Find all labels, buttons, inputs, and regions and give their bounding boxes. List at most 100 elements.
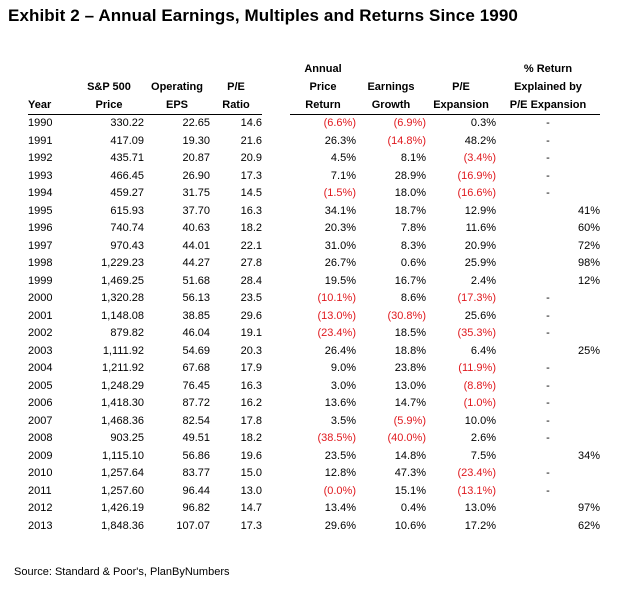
header-gap <box>262 60 290 78</box>
year-cell: 2006 <box>28 397 53 409</box>
year-cell: 2003 <box>28 344 53 357</box>
header-pct-explained: P/E Expansion <box>496 96 600 115</box>
pe-ratio-cell: 23.5 <box>240 292 262 304</box>
header-return-line1: Annual <box>304 63 342 75</box>
annual-return-cell: 13.4% <box>324 502 356 514</box>
earnings-growth-cell: (6.9%) <box>393 117 426 129</box>
gap-cell <box>262 378 290 396</box>
pct-explained-cell: 97% <box>577 502 600 514</box>
eps-cell: 107.07 <box>176 519 210 532</box>
pe-expansion-cell: (1.0%) <box>463 397 496 409</box>
earnings-growth-cell: 13.0% <box>394 379 426 392</box>
header-year-line2 <box>28 78 74 96</box>
table-row: 2001 1,148.08 38.85 29.6 (13.0%) (30.8%) 25.6%… <box>28 308 600 326</box>
header-pe-expansion: Expansion <box>426 96 496 115</box>
earnings-growth-cell: 15.1% <box>394 484 426 497</box>
eps-cell: 82.54 <box>182 414 210 427</box>
eps-cell: 96.82 <box>182 502 210 514</box>
table-row: 1993 466.45 26.90 17.3 7.1% 28.9% (16.9%) - <box>28 168 600 186</box>
pe-ratio-cell: 17.8 <box>240 414 262 427</box>
earnings-growth-cell: 18.8% <box>394 344 426 357</box>
annual-return-cell: 7.1% <box>330 169 356 182</box>
table-row: 2012 1,426.19 96.82 14.7 13.4% 0.4% 13.0% 97% <box>28 500 600 518</box>
header-annual-return: Return <box>290 96 356 115</box>
header-price: Price <box>74 96 144 115</box>
header-eps-line2: Operating <box>151 81 203 93</box>
pe-expansion-cell: (16.6%) <box>457 187 496 199</box>
header-return-line2: Price <box>309 81 337 93</box>
pct-explained-cell: - <box>546 117 550 129</box>
year-cell: 2007 <box>28 414 53 427</box>
table-row: 1995 615.93 37.70 16.3 34.1% 18.7% 12.9% 41% <box>28 203 600 221</box>
annual-return-cell: (6.6%) <box>323 117 356 129</box>
gap-cell <box>262 465 290 483</box>
gap-cell <box>262 395 290 413</box>
pe-expansion-cell: (3.4%) <box>463 152 496 164</box>
pe-ratio-cell: 15.0 <box>240 467 262 479</box>
annual-return-cell: 26.3% <box>324 134 356 147</box>
annual-return-cell: 3.5% <box>330 414 356 427</box>
price-cell: 615.93 <box>110 204 144 217</box>
year-cell: 1994 <box>28 187 53 199</box>
pe-ratio-cell: 16.2 <box>240 397 262 409</box>
eps-cell: 38.85 <box>182 309 210 322</box>
price-cell: 435.71 <box>110 152 144 164</box>
pe-ratio-cell: 14.6 <box>240 117 262 129</box>
pe-expansion-cell: 7.5% <box>470 449 496 462</box>
gap-cell <box>262 500 290 518</box>
gap-cell <box>262 185 290 203</box>
pe-expansion-cell: (23.4%) <box>457 467 496 479</box>
gap-cell <box>262 115 290 133</box>
table-row: 2006 1,418.30 87.72 16.2 13.6% 14.7% (1.0%) - <box>28 395 600 413</box>
gap-cell <box>262 238 290 256</box>
year-cell: 1996 <box>28 222 53 234</box>
gap-cell <box>262 325 290 343</box>
pct-explained-cell: 34% <box>577 449 600 462</box>
price-cell: 1,257.60 <box>101 484 144 497</box>
pe-ratio-cell: 18.2 <box>240 222 262 234</box>
pct-explained-cell: 41% <box>577 204 600 217</box>
price-cell: 330.22 <box>110 117 144 129</box>
year-cell: 2008 <box>28 432 53 444</box>
eps-cell: 87.72 <box>182 397 210 409</box>
table-header: Annual % Return S&P 500 Operating P/E Pr… <box>28 60 600 115</box>
annual-return-cell: (13.0%) <box>317 309 356 322</box>
table-row: 1990 330.22 22.65 14.6 (6.6%) (6.9%) 0.3% - <box>28 115 600 133</box>
earnings-growth-cell: 8.3% <box>400 239 426 252</box>
table-row: 2003 1,111.92 54.69 20.3 26.4% 18.8% 6.4% 25% <box>28 343 600 361</box>
header-growth-line2: Earnings <box>367 81 415 93</box>
header-price-line2: S&P 500 <box>87 81 131 93</box>
table-row: 1992 435.71 20.87 20.9 4.5% 8.1% (3.4%) - <box>28 150 600 168</box>
pe-expansion-cell: 10.0% <box>464 414 496 427</box>
annual-return-cell: 34.1% <box>324 204 356 217</box>
annual-return-cell: 12.8% <box>324 467 356 479</box>
eps-cell: 46.04 <box>182 327 210 339</box>
pe-ratio-cell: 29.6 <box>240 309 262 322</box>
gap-cell <box>262 150 290 168</box>
header-eps-line1 <box>144 60 210 78</box>
pe-ratio-cell: 19.1 <box>240 327 262 339</box>
pe-expansion-cell: (11.9%) <box>458 362 496 374</box>
price-cell: 1,257.64 <box>101 467 144 479</box>
table-body: 1990 330.22 22.65 14.6 (6.6%) (6.9%) 0.3% -1991… <box>28 115 600 536</box>
year-cell: 2012 <box>28 502 53 514</box>
year-cell: 2005 <box>28 379 53 392</box>
gap-cell <box>262 448 290 466</box>
year-cell: 1991 <box>28 134 53 147</box>
pe-expansion-cell: 48.2% <box>464 134 496 147</box>
eps-cell: 76.45 <box>182 379 210 392</box>
pe-ratio-cell: 17.3 <box>240 519 262 532</box>
header-pe-line2: P/E <box>227 81 245 93</box>
price-cell: 1,248.29 <box>101 379 144 392</box>
pe-expansion-cell: 25.9% <box>464 257 496 269</box>
pct-explained-cell: - <box>546 432 550 444</box>
gap-cell <box>262 343 290 361</box>
eps-cell: 37.70 <box>182 204 210 217</box>
annual-return-cell: (38.5%) <box>317 432 356 444</box>
pe-ratio-cell: 27.8 <box>240 257 262 269</box>
exhibit-title: Exhibit 2 – Annual Earnings, Multiples a… <box>8 6 518 25</box>
annual-return-cell: (1.5%) <box>323 187 356 199</box>
pct-explained-cell: - <box>546 292 550 304</box>
annual-return-cell: 26.4% <box>324 344 356 357</box>
price-cell: 459.27 <box>110 187 144 199</box>
